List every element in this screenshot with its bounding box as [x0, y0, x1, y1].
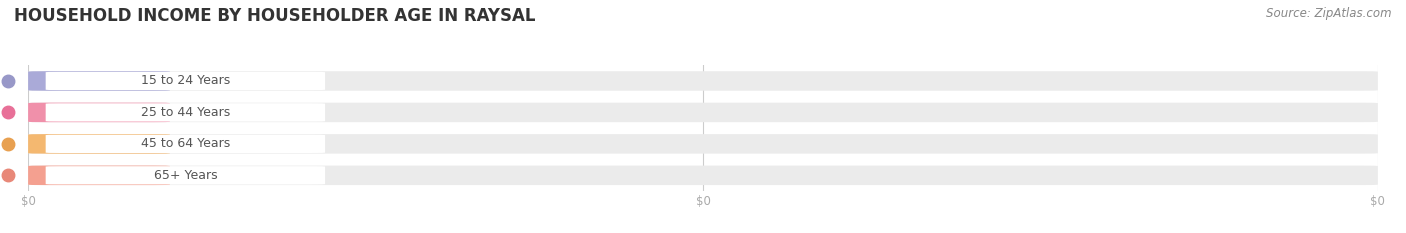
Text: 65+ Years: 65+ Years — [153, 169, 217, 182]
FancyBboxPatch shape — [45, 166, 325, 185]
FancyBboxPatch shape — [28, 166, 1378, 185]
Text: HOUSEHOLD INCOME BY HOUSEHOLDER AGE IN RAYSAL: HOUSEHOLD INCOME BY HOUSEHOLDER AGE IN R… — [14, 7, 536, 25]
Text: $0: $0 — [91, 137, 107, 150]
Text: $0: $0 — [91, 75, 107, 87]
Text: 15 to 24 Years: 15 to 24 Years — [141, 75, 231, 87]
Text: 25 to 44 Years: 25 to 44 Years — [141, 106, 231, 119]
FancyBboxPatch shape — [28, 134, 1378, 154]
Text: Source: ZipAtlas.com: Source: ZipAtlas.com — [1267, 7, 1392, 20]
Text: $0: $0 — [91, 169, 107, 182]
Text: 45 to 64 Years: 45 to 64 Years — [141, 137, 231, 150]
FancyBboxPatch shape — [45, 103, 325, 122]
FancyBboxPatch shape — [45, 135, 325, 153]
FancyBboxPatch shape — [28, 103, 170, 122]
FancyBboxPatch shape — [28, 134, 170, 154]
Text: $0: $0 — [91, 106, 107, 119]
FancyBboxPatch shape — [28, 71, 170, 91]
FancyBboxPatch shape — [45, 72, 325, 90]
FancyBboxPatch shape — [28, 71, 1378, 91]
FancyBboxPatch shape — [28, 103, 1378, 122]
FancyBboxPatch shape — [28, 166, 170, 185]
